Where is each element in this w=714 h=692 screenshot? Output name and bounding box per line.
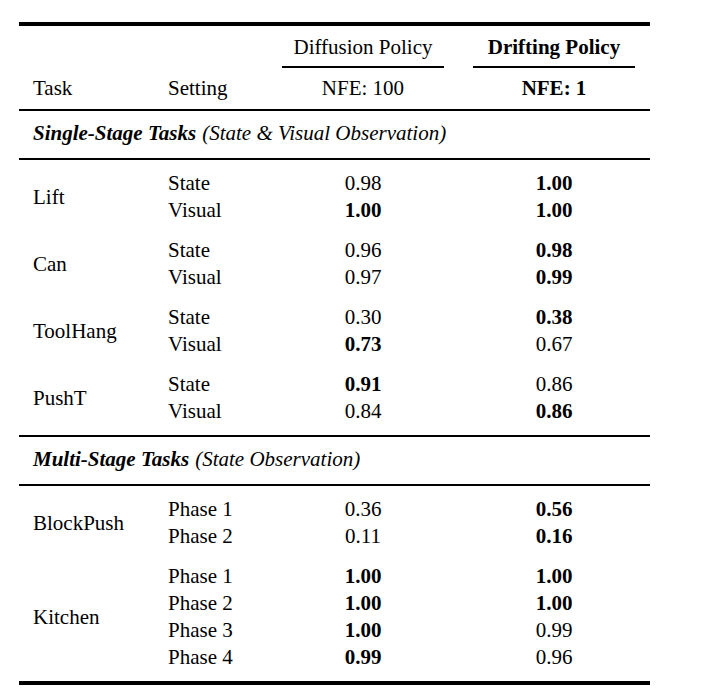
setting-label: Visual: [168, 197, 268, 224]
diffusion-value: 0.91: [268, 371, 458, 398]
task-name: Lift: [19, 184, 168, 211]
setting-column-header: Setting: [168, 75, 268, 102]
setting-label: Phase 2: [168, 590, 268, 617]
section-header: Multi-Stage Tasks(State Observation): [19, 437, 650, 484]
diffusion-value: 1.00: [268, 563, 458, 590]
drifting-value: 0.67: [458, 331, 650, 358]
setting-label: Phase 2: [168, 523, 268, 550]
section-rows: LiftState0.981.00Visual1.001.00CanState0…: [19, 160, 650, 435]
drifting-value: 0.99: [458, 617, 650, 644]
diffusion-value: 0.30: [268, 304, 458, 331]
setting-label: State: [168, 237, 268, 264]
task-name: PushT: [19, 385, 168, 412]
table-bottom-rule: [19, 681, 650, 685]
diffusion-policy-underline: [282, 66, 444, 68]
setting-label: State: [168, 304, 268, 331]
task-name: ToolHang: [19, 318, 168, 345]
drifting-value: 0.16: [458, 523, 650, 550]
drifting-value: 0.56: [458, 496, 650, 523]
diffusion-value: 1.00: [268, 197, 458, 224]
drifting-value: 0.99: [458, 264, 650, 291]
task-name: Kitchen: [19, 604, 168, 631]
task-group: BlockPushPhase 10.360.56 Phase 20.110.16: [19, 496, 650, 550]
drifting-value: 1.00: [458, 563, 650, 590]
diffusion-value: 1.00: [268, 617, 458, 644]
setting-label: Visual: [168, 398, 268, 425]
policy-header-row: Diffusion Policy Drifting Policy: [19, 32, 650, 68]
table-header: Diffusion Policy Drifting Policy Task Se…: [19, 32, 650, 109]
table-top-rule: [19, 22, 650, 26]
task-group: CanState0.960.98 Visual0.970.99: [19, 237, 650, 291]
drifting-nfe-header: NFE: 1: [458, 75, 650, 102]
drifting-value: 0.86: [458, 371, 650, 398]
drifting-policy-column-header: Drifting Policy: [458, 32, 650, 68]
drifting-policy-underline: [473, 66, 635, 68]
drifting-value: 1.00: [458, 170, 650, 197]
diffusion-policy-label: Diffusion Policy: [293, 34, 432, 61]
diffusion-value: 0.11: [268, 523, 458, 550]
setting-label: Phase 4: [168, 644, 268, 671]
setting-label: State: [168, 170, 268, 197]
diffusion-policy-column-header: Diffusion Policy: [268, 32, 458, 68]
diffusion-value: 0.99: [268, 644, 458, 671]
paper-page: Diffusion Policy Drifting Policy Task Se…: [0, 0, 714, 692]
diffusion-value: 0.98: [268, 170, 458, 197]
drifting-policy-label: Drifting Policy: [488, 34, 620, 61]
setting-label: Phase 1: [168, 563, 268, 590]
setting-label: State: [168, 371, 268, 398]
diffusion-value: 0.84: [268, 398, 458, 425]
task-group: ToolHangState0.300.38 Visual0.730.67: [19, 304, 650, 358]
drifting-value: 1.00: [458, 590, 650, 617]
section-subtitle: (State & Visual Observation): [202, 121, 446, 145]
results-table: Diffusion Policy Drifting Policy Task Se…: [19, 22, 650, 685]
column-header-row: Task Setting NFE: 100 NFE: 1: [19, 68, 650, 109]
diffusion-nfe-header: NFE: 100: [268, 75, 458, 102]
diffusion-value: 1.00: [268, 590, 458, 617]
drifting-value: 0.96: [458, 644, 650, 671]
task-group: LiftState0.981.00Visual1.001.00: [19, 170, 650, 224]
setting-label: Visual: [168, 264, 268, 291]
diffusion-value: 0.73: [268, 331, 458, 358]
section-header: Single-Stage Tasks(State & Visual Observ…: [19, 111, 650, 158]
drifting-value: 0.86: [458, 398, 650, 425]
drifting-value: 0.98: [458, 237, 650, 264]
setting-label: Visual: [168, 331, 268, 358]
section-title: Multi-Stage Tasks: [33, 447, 189, 471]
setting-label: Phase 1: [168, 496, 268, 523]
setting-label: Phase 3: [168, 617, 268, 644]
diffusion-value: 0.97: [268, 264, 458, 291]
section-subtitle: (State Observation): [195, 447, 360, 471]
section-title: Single-Stage Tasks: [33, 121, 196, 145]
table-body: Single-Stage Tasks(State & Visual Observ…: [19, 111, 650, 681]
section-rows: BlockPushPhase 10.360.56Phase 20.110.16K…: [19, 486, 650, 681]
task-group: KitchenPhase 11.001.00Phase 21.001.00Pha…: [19, 563, 650, 671]
task-name: BlockPush: [19, 510, 168, 537]
diffusion-value: 0.96: [268, 237, 458, 264]
drifting-value: 1.00: [458, 197, 650, 224]
diffusion-value: 0.36: [268, 496, 458, 523]
task-group: PushTState0.910.86 Visual0.840.86: [19, 371, 650, 425]
drifting-value: 0.38: [458, 304, 650, 331]
task-column-header: Task: [19, 75, 168, 102]
task-name: Can: [19, 251, 168, 278]
